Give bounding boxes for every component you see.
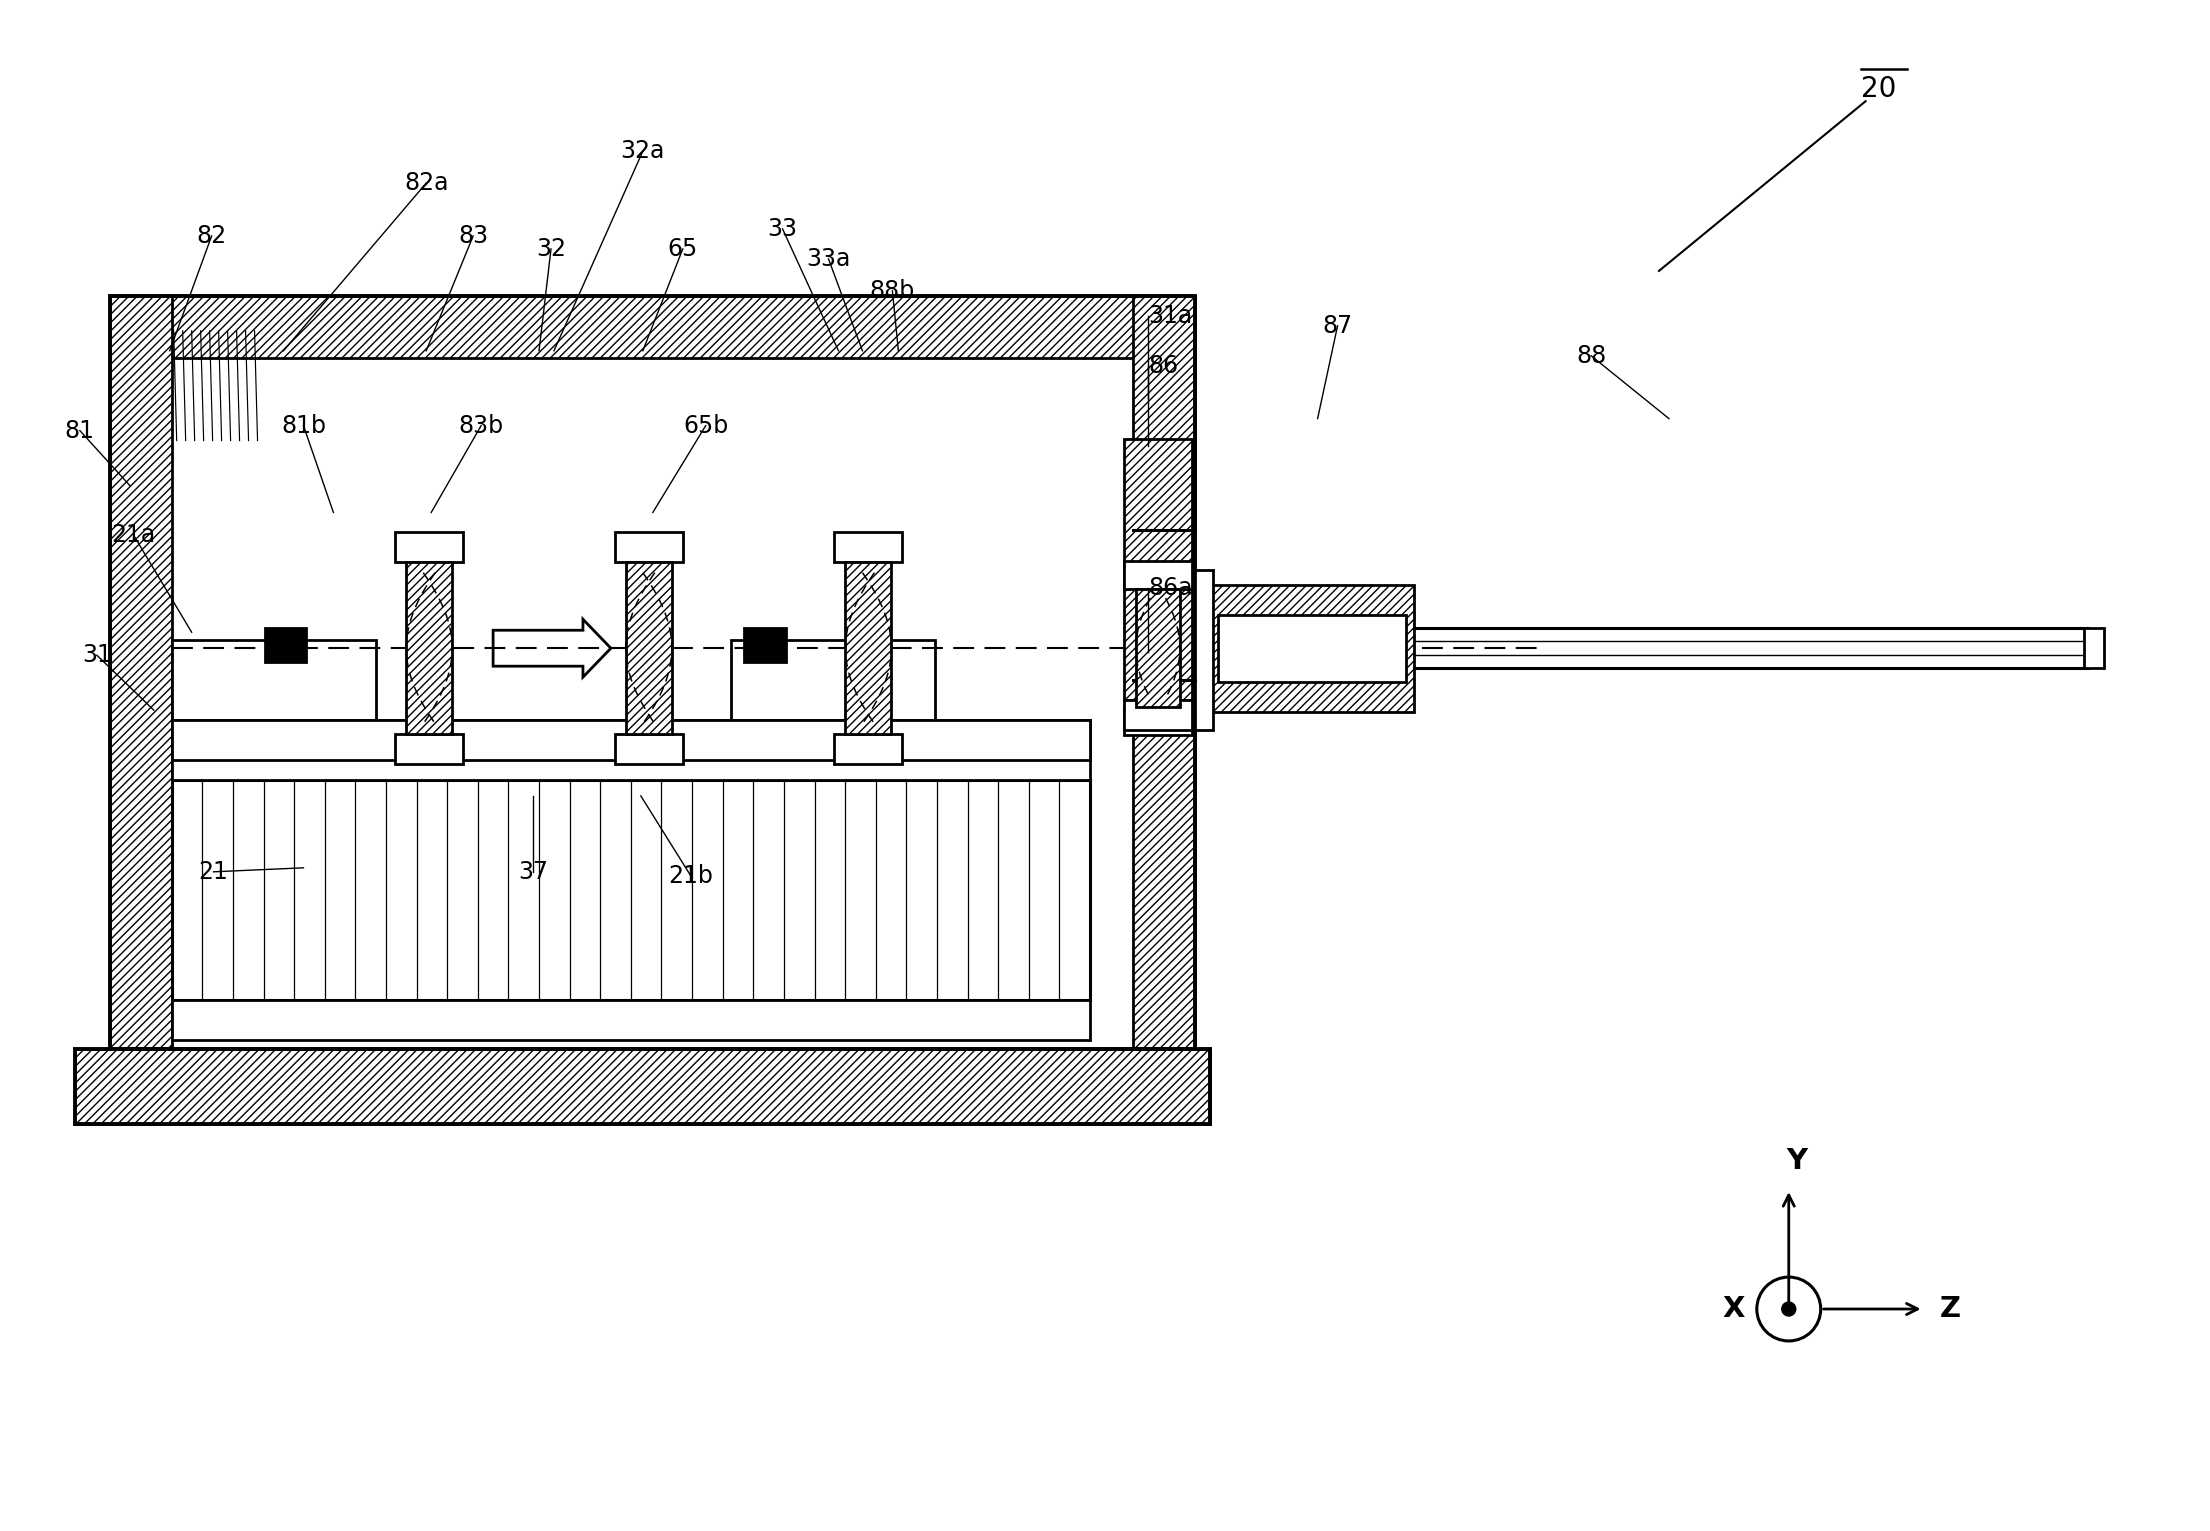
Text: 37: 37 (517, 860, 548, 883)
Text: Z: Z (1940, 1295, 1960, 1323)
Text: 86a: 86a (1147, 576, 1193, 600)
Bar (614, 733, 683, 764)
Bar (1136, 589, 1180, 707)
Text: 33: 33 (767, 217, 798, 240)
Bar (1125, 438, 1191, 700)
Bar (1209, 585, 1414, 712)
Bar (172, 1000, 1090, 1040)
Text: 21b: 21b (667, 863, 714, 888)
Bar (743, 628, 785, 663)
Bar (110, 295, 1196, 1049)
Bar (396, 733, 464, 764)
Bar (1125, 707, 1191, 735)
Text: 87: 87 (1322, 314, 1353, 338)
Bar (614, 533, 683, 562)
Bar (1125, 700, 1191, 730)
Text: 65: 65 (667, 237, 698, 260)
Bar (110, 295, 1196, 358)
Bar (110, 295, 172, 1049)
Bar (1134, 680, 1196, 1049)
Text: 88: 88 (1576, 344, 1607, 367)
Text: 21a: 21a (113, 524, 157, 548)
Bar (625, 562, 672, 733)
Circle shape (1757, 1277, 1821, 1341)
Text: 65b: 65b (683, 413, 729, 438)
Text: 21: 21 (199, 860, 228, 883)
Bar (172, 640, 376, 720)
Text: 88b: 88b (871, 279, 915, 303)
Circle shape (1781, 1301, 1797, 1317)
Bar (1196, 571, 1213, 730)
Bar (1134, 295, 1196, 533)
Bar (835, 733, 902, 764)
Text: 33a: 33a (807, 246, 851, 271)
Bar (75, 1049, 1209, 1124)
Text: X: X (1722, 1295, 1746, 1323)
Bar (172, 720, 1090, 759)
Bar (1218, 615, 1406, 683)
Bar (2084, 628, 2104, 668)
Text: 31a: 31a (1147, 303, 1191, 328)
Text: 82a: 82a (404, 171, 449, 194)
Bar (835, 533, 902, 562)
Bar (396, 533, 464, 562)
Bar (407, 562, 453, 733)
Bar (265, 628, 307, 663)
Text: 81b: 81b (281, 413, 325, 438)
Text: 82: 82 (197, 224, 228, 248)
Bar (732, 640, 935, 720)
Text: 31: 31 (82, 643, 113, 668)
Text: 32a: 32a (621, 139, 665, 164)
Bar (172, 720, 1090, 779)
Text: 83: 83 (457, 224, 488, 248)
Text: 86: 86 (1147, 354, 1178, 378)
Text: 83b: 83b (457, 413, 504, 438)
Text: 81: 81 (64, 418, 95, 442)
Bar (75, 1049, 1209, 1124)
Text: Y: Y (1786, 1147, 1808, 1176)
Text: 20: 20 (1861, 75, 1896, 103)
Bar (846, 562, 891, 733)
Text: 32: 32 (537, 237, 566, 260)
Bar (1125, 562, 1191, 589)
Bar (172, 779, 1090, 1000)
